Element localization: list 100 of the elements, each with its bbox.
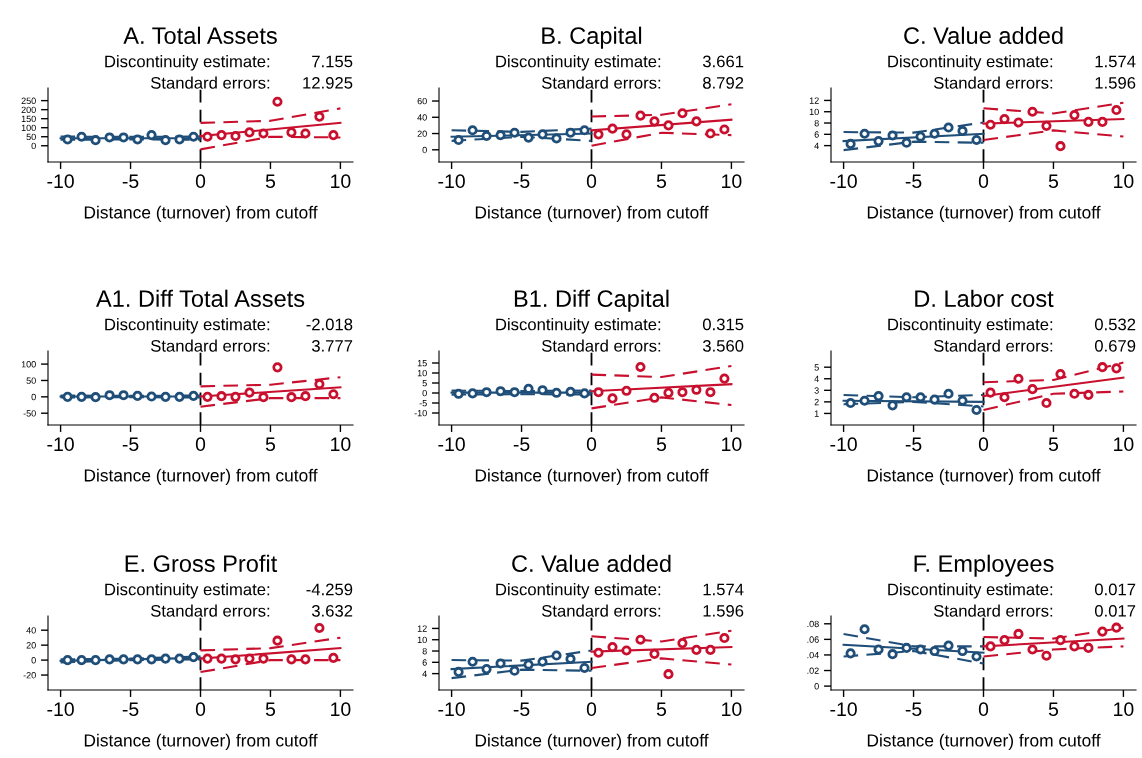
- y-tick-label: -5: [419, 400, 427, 407]
- annotation: 0.017: [1094, 604, 1136, 617]
- y-tick-label: 50: [26, 377, 36, 384]
- y-tick-label: 12: [417, 625, 427, 632]
- x-tick-label: -5: [905, 174, 922, 189]
- text: Discontinuity estimate:: [496, 583, 661, 599]
- x-tick-label: -5: [905, 437, 922, 452]
- y-tick-label: 2: [814, 398, 819, 406]
- x-tick-label: 0: [978, 174, 989, 189]
- text: Discontinuity estimate:: [888, 318, 1053, 334]
- y-tick-label: 100: [21, 124, 36, 132]
- y-tick-label: 12: [809, 97, 819, 104]
- text: 7.155: [312, 55, 353, 68]
- x-tick-label: -10: [830, 174, 857, 189]
- y-tick-label: 5: [814, 364, 819, 371]
- y-tick-label: .02: [807, 667, 819, 674]
- y-tick-label: -20: [23, 672, 36, 679]
- y-tick-label: -10: [414, 409, 427, 417]
- x-tick-label: 10: [331, 174, 351, 189]
- y-tick-label: 0: [31, 657, 36, 664]
- x-tick-label: -10: [830, 437, 857, 452]
- y-tick-label: 100: [21, 361, 36, 368]
- x-axis-title: Distance (turnover) from cutoff: [475, 733, 709, 750]
- x-tick-label: 5: [656, 174, 667, 189]
- x-tick-label: 5: [656, 437, 667, 452]
- annotation: Standard errors:: [541, 604, 661, 617]
- x-axis-title: Distance (turnover) from cutoff: [84, 205, 318, 222]
- y-tick-label: 0: [31, 142, 36, 150]
- x-tick-label: 0: [195, 702, 206, 717]
- x-axis-title: Distance (turnover) from cutoff: [867, 468, 1101, 485]
- annotation: Standard errors:: [933, 604, 1053, 617]
- x-tick-label: 5: [1048, 702, 1059, 717]
- x-tick-label: -5: [513, 437, 530, 452]
- y-tick-label: 0: [422, 146, 427, 154]
- y-tick-label: 4: [814, 375, 819, 383]
- x-tick-label: 10: [1114, 174, 1134, 189]
- y-tick-label: 4: [422, 670, 427, 677]
- annotation: Standard errors:: [933, 76, 1053, 89]
- x-tick-label: -5: [513, 702, 530, 717]
- text: 0.315: [702, 318, 744, 331]
- x-tick-label: -10: [47, 174, 74, 189]
- text: 3.661: [702, 55, 744, 68]
- chart-title: D. Labor cost: [915, 289, 1054, 308]
- y-tick-label: 40: [26, 627, 36, 634]
- x-tick-label: -10: [438, 702, 465, 717]
- annotation: Standard errors:: [541, 339, 661, 352]
- x-tick-label: 0: [195, 174, 206, 189]
- y-tick-label: 0: [31, 393, 36, 401]
- x-tick-label: -5: [905, 702, 922, 717]
- annotation: 3.560: [702, 339, 744, 352]
- chart-title: F. Employees: [914, 554, 1054, 577]
- y-tick-label: 40: [417, 114, 427, 121]
- y-tick-label: 6: [814, 131, 819, 138]
- x-tick-label: 0: [195, 437, 206, 452]
- y-tick-label: 8: [422, 647, 427, 655]
- text: -4.259: [306, 583, 353, 596]
- text: 0.017: [1094, 583, 1136, 596]
- x-axis-title: Distance (turnover) from cutoff: [84, 468, 318, 485]
- x-tick-label: -5: [122, 702, 139, 717]
- text: 1.574: [1095, 55, 1136, 68]
- x-tick-label: 10: [722, 702, 742, 717]
- annotation: Standard errors:: [933, 339, 1053, 352]
- y-tick-label: -50: [23, 410, 36, 417]
- y-tick-label: 10: [417, 369, 427, 377]
- x-tick-label: 5: [265, 702, 276, 717]
- x-axis-title: Distance (turnover) from cutoff: [867, 205, 1101, 222]
- x-axis-title: Distance (turnover) from cutoff: [475, 468, 709, 485]
- text: Discontinuity estimate:: [105, 583, 270, 599]
- x-tick-label: -10: [438, 174, 465, 189]
- y-tick-label: 3: [814, 387, 819, 394]
- x-tick-label: -5: [513, 174, 530, 189]
- x-tick-label: 0: [586, 174, 597, 189]
- text: -2.018: [306, 318, 353, 331]
- chart-title: C. Value added: [512, 554, 671, 573]
- x-tick-label: 10: [722, 437, 742, 452]
- y-tick-label: 20: [26, 642, 36, 649]
- y-tick-label: 200: [21, 106, 36, 114]
- chart-title: B1. Diff Capital: [514, 289, 669, 312]
- x-tick-label: 10: [722, 174, 742, 189]
- y-tick-label: 0: [422, 389, 427, 397]
- annotation: 3.632: [311, 604, 353, 617]
- x-tick-label: 0: [978, 437, 989, 452]
- chart-title: B. Capital: [542, 26, 642, 49]
- text: Discontinuity estimate:: [496, 55, 661, 71]
- x-tick-label: -10: [47, 437, 74, 452]
- chart-title: A. Total Assets: [123, 26, 277, 45]
- x-tick-label: 5: [1048, 437, 1059, 452]
- y-tick-label: 1: [814, 410, 819, 417]
- x-tick-label: -5: [122, 437, 139, 452]
- y-tick-label: 10: [417, 636, 427, 644]
- text: Discontinuity estimate:: [888, 583, 1053, 599]
- text: 0.532: [1094, 318, 1136, 331]
- x-tick-label: -5: [122, 174, 139, 189]
- text: 1.574: [703, 583, 744, 596]
- x-axis-title: Distance (turnover) from cutoff: [867, 733, 1101, 750]
- y-tick-label: 15: [417, 360, 427, 367]
- annotation: 0.679: [1094, 339, 1136, 352]
- y-tick-label: 5: [422, 380, 427, 387]
- chart-title: A1. Diff Total Assets: [95, 289, 305, 308]
- annotation: 3.777: [311, 339, 353, 352]
